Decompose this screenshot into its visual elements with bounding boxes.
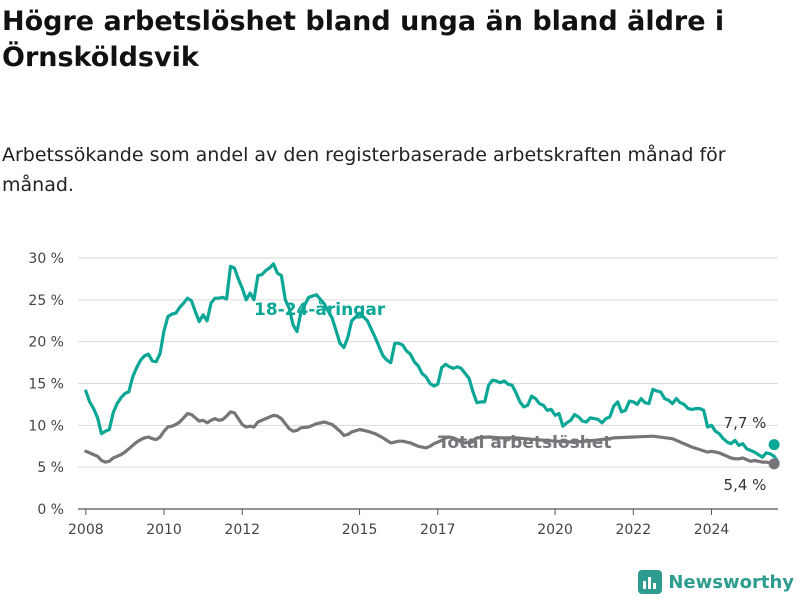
axes: 0 % 5 % 10 % 15 % 20 % 25 % 30 % 2008 2010 2012 20…	[28, 251, 729, 538]
x-tick-label: 2022	[615, 522, 651, 538]
x-tick-label: 2012	[224, 522, 260, 538]
end-marker-total	[768, 458, 780, 470]
series-label-18-24: 18-24-åringar	[254, 298, 386, 320]
x-tick-label: 2015	[342, 522, 378, 538]
end-marker-young	[768, 439, 780, 451]
y-tick-label: 10 %	[28, 418, 64, 434]
x-tick-label: 2010	[146, 522, 182, 538]
x-tick-label: 2024	[694, 522, 730, 538]
end-value-label: 7,7 %	[724, 414, 767, 432]
y-tick-label: 25 %	[28, 293, 64, 309]
x-tick-label: 2020	[537, 522, 573, 538]
x-tick-label: 2008	[68, 522, 104, 538]
newsworthy-logo: Newsworthy	[638, 570, 794, 594]
grid-lines	[78, 257, 778, 510]
y-tick-label: 0 %	[37, 502, 64, 518]
brand-name: Newsworthy	[668, 571, 794, 593]
y-tick-label: 5 %	[37, 460, 64, 476]
chart-subtitle: Arbetssökande som andel av den registerb…	[2, 144, 726, 196]
end-value-label: 5,4 %	[724, 476, 767, 494]
series-line-young	[84, 262, 780, 464]
x-tick-label: 2017	[420, 522, 456, 538]
bar-chart-icon	[638, 570, 663, 594]
y-tick-label: 30 %	[28, 251, 64, 267]
series-line-total	[84, 410, 780, 466]
y-tick-label: 20 %	[28, 335, 64, 351]
series-label-total: Total arbetslöshet	[438, 433, 612, 453]
y-tick-label: 15 %	[28, 377, 64, 393]
chart-title: Högre arbetslöshet bland unga än bland ä…	[2, 6, 725, 73]
series-labels: 18-24-åringar Total arbetslöshet	[254, 298, 612, 453]
series: 7,7 % 5,4 %	[84, 262, 780, 494]
